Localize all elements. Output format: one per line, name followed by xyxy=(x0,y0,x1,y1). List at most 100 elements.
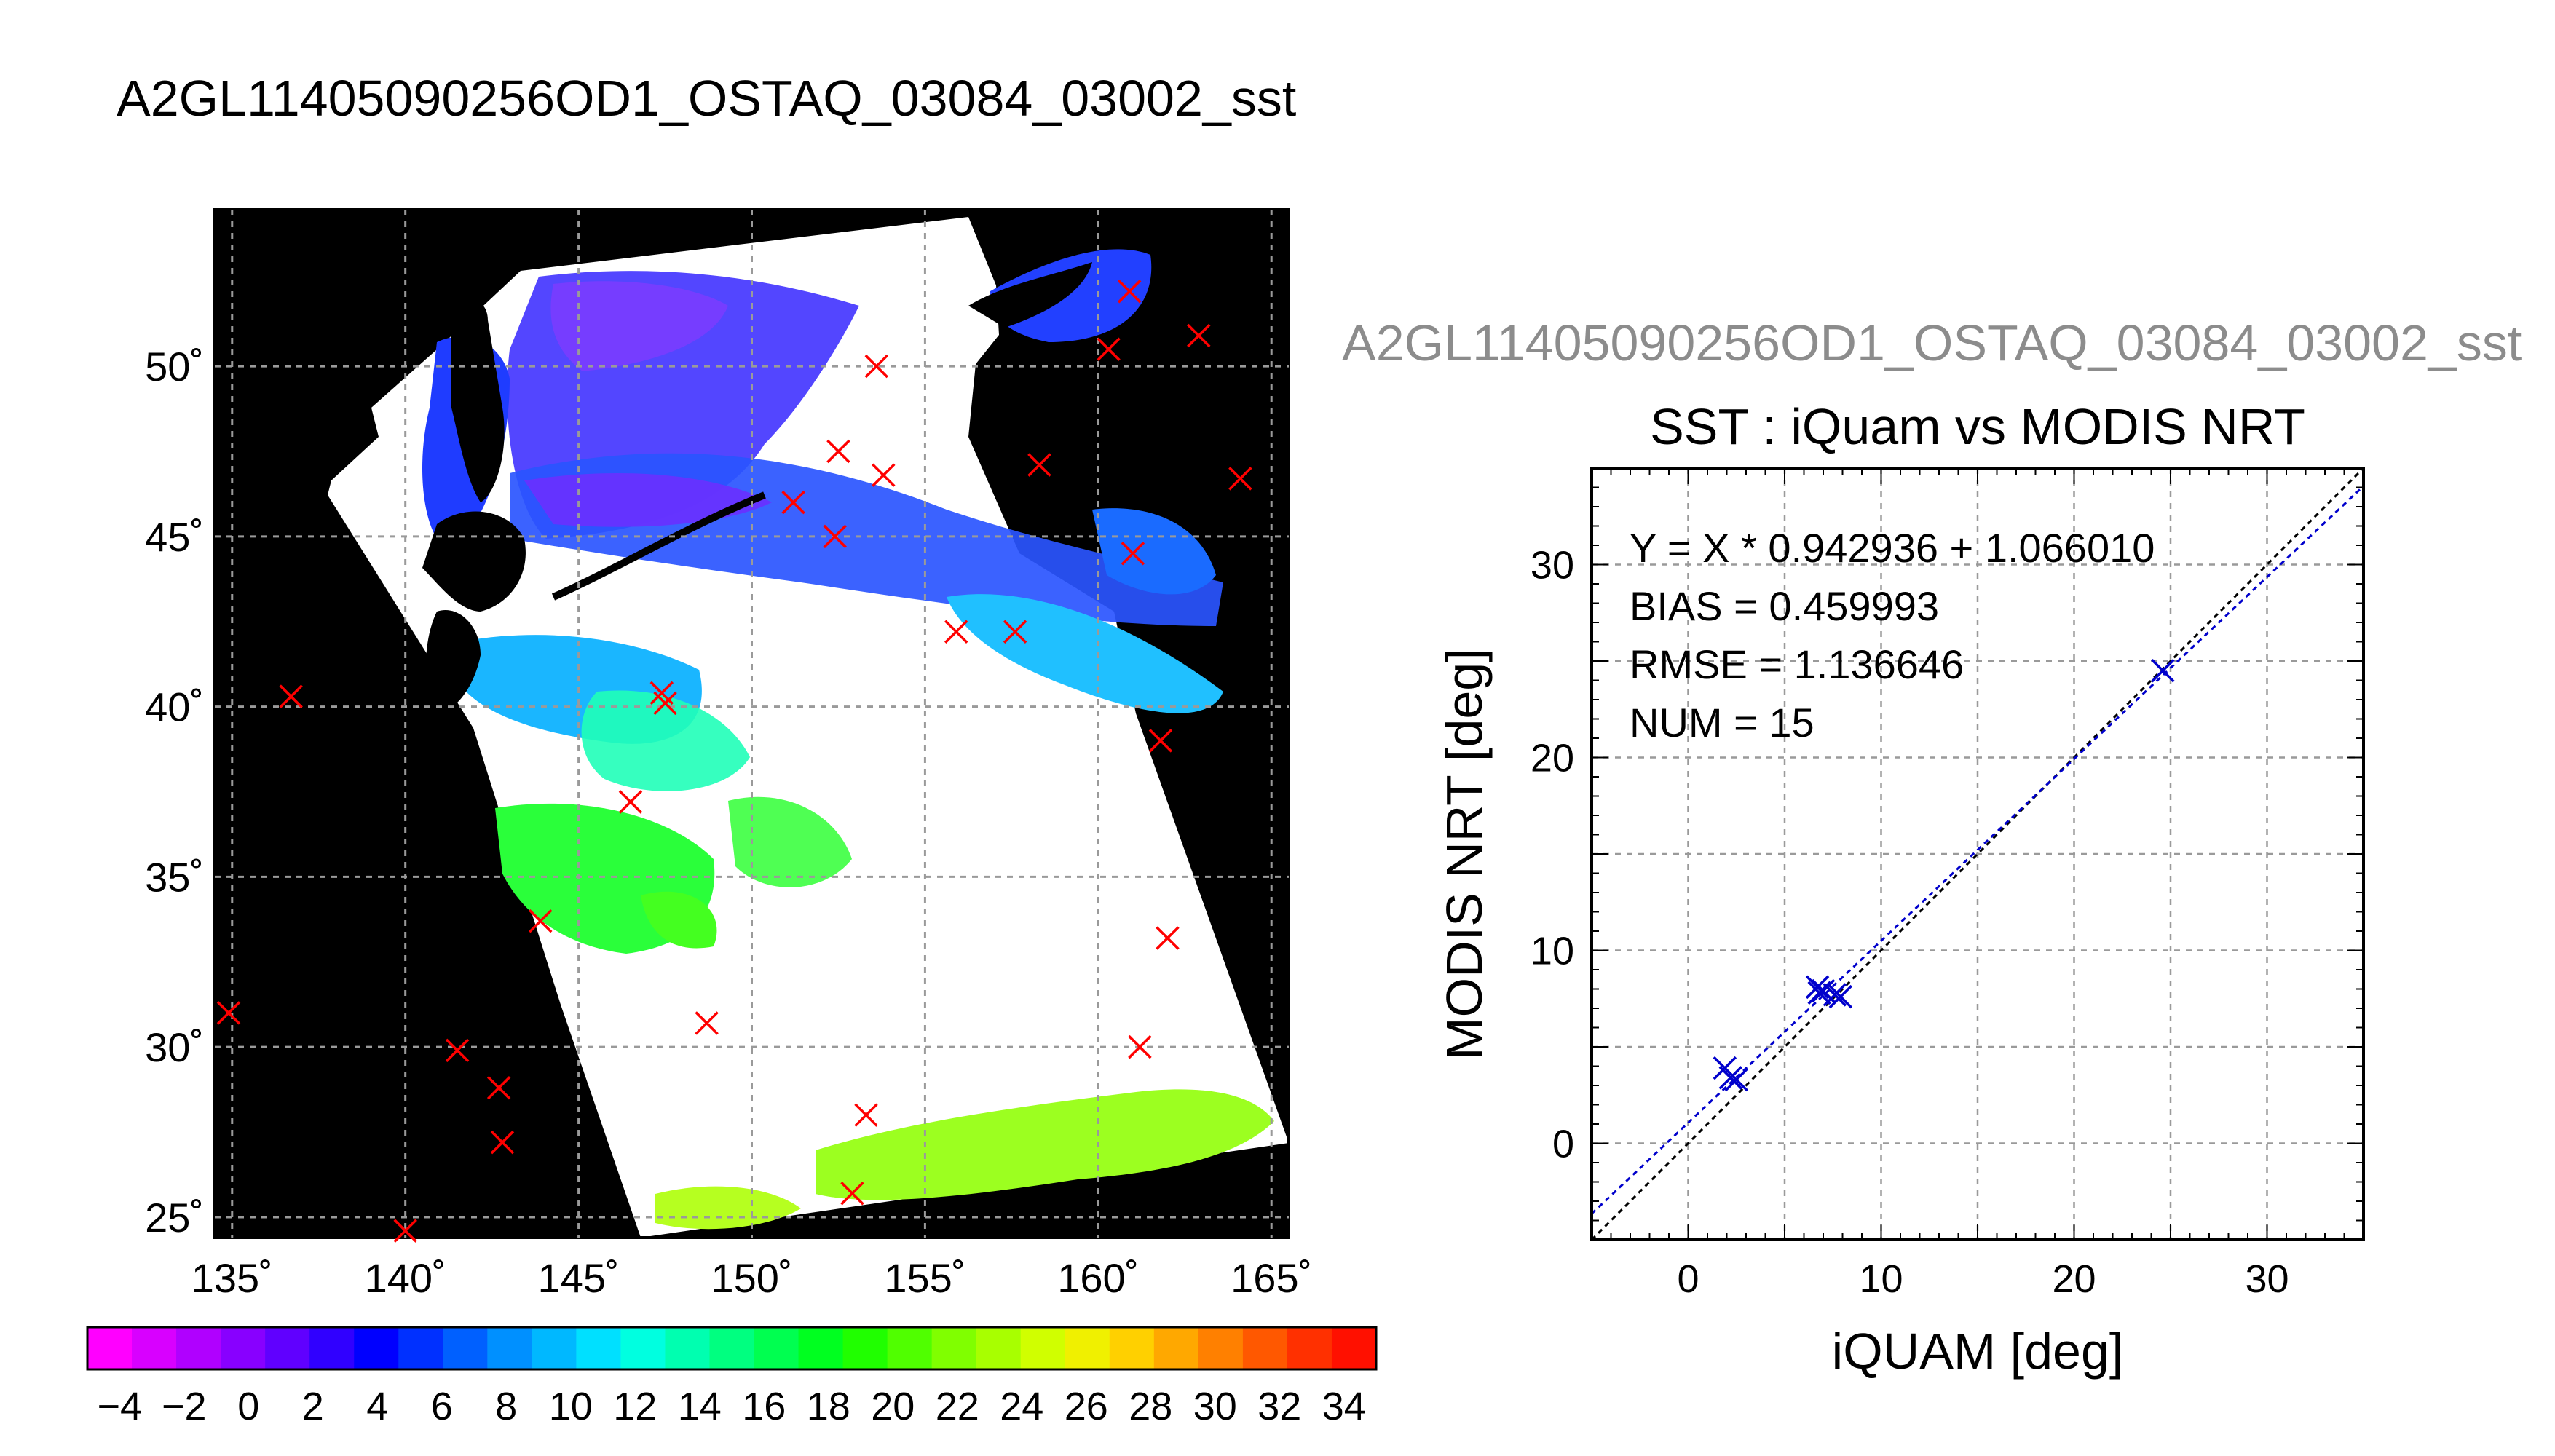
main-title: A2GL11405090256OD1_OSTAQ_03084_03002_sst xyxy=(117,70,1297,127)
colorbar-cell xyxy=(1331,1327,1377,1369)
stats-bias: BIAS = 0.459993 xyxy=(1630,583,1939,629)
map-match-marker xyxy=(1148,729,1173,753)
colorbar-cell xyxy=(576,1327,622,1369)
sst-patch-cyan-east xyxy=(947,594,1223,713)
scatter-ylabel: MODIS NRT [deg] xyxy=(1436,648,1493,1059)
map-match-marker xyxy=(1117,279,1142,304)
sst-patch-yellowgreen xyxy=(816,1089,1274,1200)
sst-patch-violet xyxy=(550,281,728,371)
map-match-marker xyxy=(1187,323,1211,348)
colorbar-cell xyxy=(842,1327,888,1369)
colorbar-cell xyxy=(1242,1327,1288,1369)
scatter-x-tick-label: 30 xyxy=(2245,1257,2289,1301)
map-match-marker xyxy=(944,620,968,644)
colorbar-tick-label: 20 xyxy=(871,1385,915,1428)
colorbar-tick-label: 8 xyxy=(495,1385,517,1428)
map-match-marker xyxy=(1027,453,1051,477)
map-match-marker xyxy=(695,1011,719,1035)
map-x-tick-label: 150˚ xyxy=(711,1255,792,1301)
map-y-tick-label: 30˚ xyxy=(145,1024,204,1070)
map-match-marker xyxy=(1121,541,1145,566)
colorbar-tick-label: 34 xyxy=(1322,1385,1366,1428)
scatter-gridlines xyxy=(1592,468,2364,1240)
map-y-tick-labels: 25˚ 30˚ 35˚ 40˚ 45˚ 50˚ xyxy=(145,344,204,1241)
map-match-marker xyxy=(826,439,850,464)
stats-rmse: RMSE = 1.136646 xyxy=(1630,641,1964,687)
colorbar-tick-label: 10 xyxy=(549,1385,593,1428)
map-x-tick-label: 165˚ xyxy=(1231,1255,1312,1301)
colorbar-cell xyxy=(132,1327,177,1369)
colorbar-tick-label: 12 xyxy=(613,1385,657,1428)
map-match-marker xyxy=(618,790,643,814)
map-match-marker xyxy=(1003,620,1027,644)
map-x-tick-label: 135˚ xyxy=(191,1255,273,1301)
sst-patch-aqua xyxy=(581,690,750,791)
colorbar-cell xyxy=(309,1327,355,1369)
colorbar-tick-label: 24 xyxy=(1000,1385,1043,1428)
colorbar-cell xyxy=(87,1327,133,1369)
map-match-marker xyxy=(823,524,847,549)
scatter-point xyxy=(1724,1067,1748,1092)
land-sakhalin xyxy=(451,299,505,502)
colorbar-cell xyxy=(1153,1327,1199,1369)
stats-num: NUM = 15 xyxy=(1630,700,1814,745)
colorbar-cell xyxy=(1109,1327,1155,1369)
map-x-tick-label: 145˚ xyxy=(538,1255,620,1301)
sst-patch-green-mid xyxy=(728,796,852,887)
colorbar-cell xyxy=(354,1327,399,1369)
scatter-y-tick-label: 10 xyxy=(1531,930,1574,973)
colorbar-frame xyxy=(86,1326,1378,1371)
land-kamchatka xyxy=(968,262,1092,328)
colorbar-cell xyxy=(487,1327,532,1369)
colorbar-tick-label: −4 xyxy=(97,1385,142,1428)
colorbar-cell xyxy=(976,1327,1022,1369)
colorbar-cell xyxy=(221,1327,266,1369)
colorbar-cell xyxy=(1020,1327,1066,1369)
map-match-marker xyxy=(1228,467,1252,491)
map-y-tick-label: 50˚ xyxy=(145,344,204,389)
map-y-tick-label: 25˚ xyxy=(145,1195,204,1241)
colorbar-tick-label: 30 xyxy=(1193,1385,1237,1428)
map-match-marker xyxy=(1128,1034,1152,1059)
scatter-x-tick-label: 20 xyxy=(2052,1257,2096,1301)
colorbar-tick-label: 2 xyxy=(302,1385,324,1428)
land-honshu-north xyxy=(426,610,481,713)
map-match-marker xyxy=(1156,926,1180,950)
colorbar-cells xyxy=(87,1327,1377,1369)
colorbar-tick-label: 18 xyxy=(807,1385,850,1428)
map-match-marker xyxy=(486,1076,511,1100)
map-match-marker xyxy=(216,1001,241,1025)
scatter-y-tick-label: 20 xyxy=(1531,737,1574,780)
map-match-marker xyxy=(393,1219,417,1243)
sst-patch-green-south xyxy=(641,891,717,949)
colorbar-tick-label: 28 xyxy=(1129,1385,1172,1428)
colorbar-cell xyxy=(532,1327,577,1369)
map-match-marker xyxy=(490,1130,515,1155)
scatter-panel: A2GL11405090256OD1_OSTAQ_03084_03002_sst… xyxy=(1342,314,2522,1380)
sst-patch-yellowgreen-west xyxy=(655,1186,801,1230)
sst-patch-band-violet xyxy=(524,473,772,527)
map-match-marker xyxy=(872,463,896,487)
map-x-tick-label: 140˚ xyxy=(365,1255,446,1301)
scatter-y-tick-label: 0 xyxy=(1552,1123,1574,1166)
colorbar-tick-label: 14 xyxy=(678,1385,722,1428)
colorbar-tick-label: 26 xyxy=(1065,1385,1108,1428)
map-y-tick-label: 40˚ xyxy=(145,684,204,730)
map-match-marker xyxy=(529,909,553,933)
colorbar-cell xyxy=(443,1327,488,1369)
map-match-marker xyxy=(445,1038,470,1063)
scatter-point xyxy=(1828,984,1853,1009)
colorbar-cell xyxy=(754,1327,799,1369)
map-match-marker xyxy=(279,684,303,708)
map-gridlines xyxy=(215,210,1289,1238)
colorbar-cell xyxy=(709,1327,755,1369)
sst-patch-northeast xyxy=(990,249,1152,342)
sst-colorbar: −4 −2 0 2 4 6 8 10 12 14 16 18 20 22 24 26 28 30 32 34 xyxy=(86,1326,1378,1428)
colorbar-cell xyxy=(620,1327,666,1369)
map-match-markers xyxy=(216,279,1252,1243)
map-match-marker xyxy=(1097,337,1121,361)
map-match-marker xyxy=(854,1103,878,1127)
scatter-ghost-title: A2GL11405090256OD1_OSTAQ_03084_03002_sst xyxy=(1342,314,2522,371)
scatter-points xyxy=(1713,659,2175,1092)
scatter-x-tick-label: 10 xyxy=(1859,1257,1903,1301)
